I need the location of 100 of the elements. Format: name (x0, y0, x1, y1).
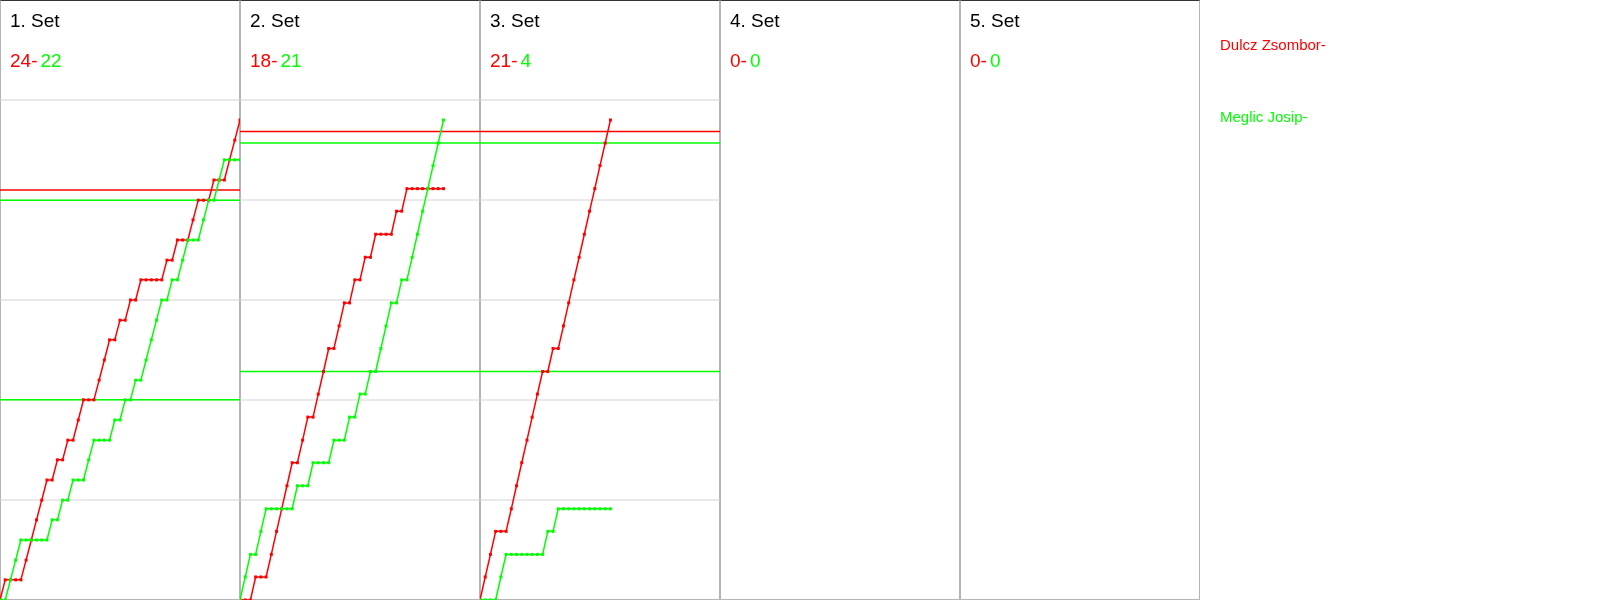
point (332, 438, 336, 442)
point (306, 415, 310, 419)
point (509, 552, 513, 556)
point (316, 392, 320, 396)
point (327, 346, 331, 350)
point (389, 301, 393, 305)
point (556, 507, 560, 511)
point (421, 187, 425, 191)
text: 21- (490, 50, 518, 71)
point (337, 438, 341, 442)
point (259, 575, 263, 579)
point (50, 478, 54, 482)
point (436, 187, 440, 191)
text: 0 (989, 50, 1001, 71)
point (342, 301, 346, 305)
point (165, 298, 169, 302)
point (515, 484, 519, 488)
point (139, 278, 143, 282)
point (144, 358, 148, 362)
point (149, 338, 153, 342)
point (165, 258, 169, 262)
point (561, 324, 565, 328)
point (191, 218, 195, 222)
point (212, 178, 216, 182)
point (327, 461, 331, 465)
point (520, 461, 524, 465)
point (118, 318, 122, 322)
point (520, 552, 524, 556)
point (551, 346, 555, 350)
text: 21 (280, 50, 302, 71)
chart-title: 1. Set (10, 10, 60, 32)
point (608, 118, 612, 122)
text: 0- (730, 50, 747, 71)
point (76, 478, 80, 482)
point (196, 238, 200, 242)
legend-label: Dulcz Zsombor- (1220, 36, 1327, 55)
point (353, 415, 357, 419)
point (92, 438, 96, 442)
point (269, 507, 273, 511)
point (66, 438, 70, 442)
point (337, 324, 341, 328)
point (384, 232, 388, 236)
point (530, 415, 534, 419)
point (603, 141, 607, 145)
point (45, 478, 49, 482)
point (61, 498, 65, 502)
point (55, 518, 59, 522)
point (71, 438, 75, 442)
point (160, 298, 164, 302)
point (405, 278, 409, 282)
point (201, 198, 205, 202)
point (269, 552, 273, 556)
point (546, 529, 550, 533)
point (405, 187, 409, 191)
point (264, 507, 268, 511)
point (285, 484, 289, 488)
point (128, 398, 132, 402)
point (35, 538, 39, 542)
point (155, 318, 159, 322)
point (212, 198, 216, 202)
point (603, 507, 607, 511)
point (134, 298, 138, 302)
point (572, 278, 576, 282)
point (35, 518, 39, 522)
point (321, 370, 325, 374)
chart-title: 3. Set (490, 10, 540, 32)
point (400, 209, 404, 213)
chart-title: 2. Set (250, 10, 300, 32)
point (567, 301, 571, 305)
point (40, 498, 44, 502)
point (374, 232, 378, 236)
point (551, 529, 555, 533)
point (181, 238, 185, 242)
point (593, 187, 597, 191)
text: 0- (970, 50, 987, 71)
point (170, 258, 174, 262)
point (108, 338, 112, 342)
point (348, 301, 352, 305)
text: 5. Set (970, 10, 1020, 32)
point (588, 209, 592, 213)
point (155, 278, 159, 282)
point (24, 538, 28, 542)
point (410, 255, 414, 259)
point (316, 461, 320, 465)
point (395, 301, 399, 305)
point (243, 575, 247, 579)
point (264, 575, 268, 579)
point (363, 255, 367, 259)
point (546, 370, 550, 374)
point (509, 507, 513, 511)
point (290, 507, 294, 511)
point (113, 418, 117, 422)
point (368, 255, 372, 259)
text: 22 (40, 50, 62, 71)
point (311, 415, 315, 419)
point (608, 507, 612, 511)
point (410, 187, 414, 191)
point (128, 298, 132, 302)
point (24, 558, 28, 562)
point (363, 392, 367, 396)
